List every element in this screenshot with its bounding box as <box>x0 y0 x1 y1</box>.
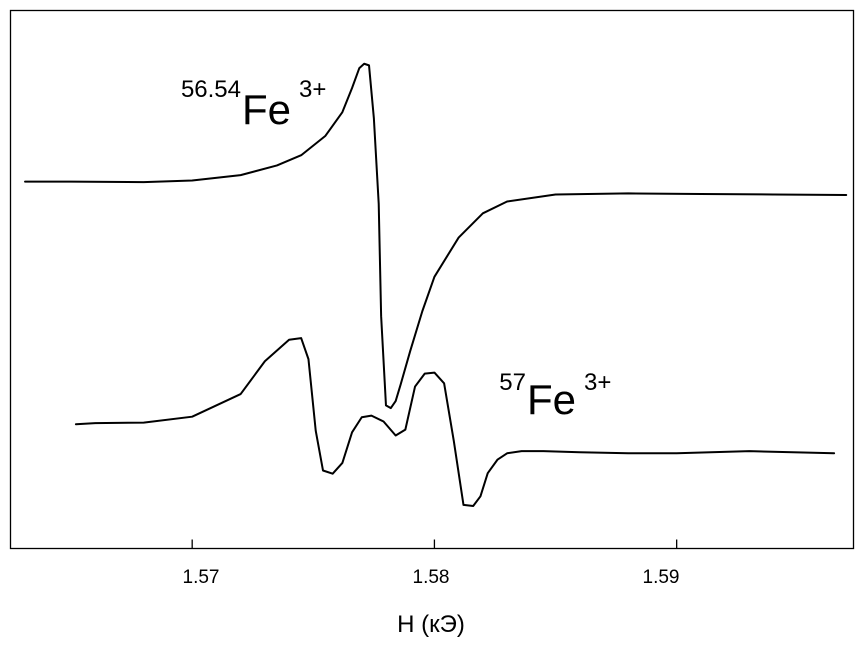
x-axis-ticks <box>191 539 678 549</box>
annotation-lower-charge: 3+ <box>584 369 611 396</box>
annotation-upper-isotope: 56.54 <box>181 76 241 103</box>
annotation-upper-charge: 3+ <box>299 76 326 103</box>
series-line-1 <box>24 62 848 410</box>
annotation-upper-element: Fe <box>242 86 291 133</box>
x-tick-label-1: 1.57 <box>183 567 220 588</box>
annotation-lower-isotope: 57 <box>499 369 526 396</box>
plot-area-frame <box>9 9 855 550</box>
x-tick-label-2: 1.58 <box>413 567 450 588</box>
annotation-lower-element: Fe <box>527 376 576 423</box>
annotation-fe-upper: 56.54 Fe 3+ <box>181 76 326 133</box>
series-layer <box>24 62 848 507</box>
x-axis-title: H (кЭ) <box>397 611 465 638</box>
annotation-fe-lower: 57 Fe 3+ <box>499 369 611 423</box>
series-line-2 <box>74 337 836 507</box>
x-tick-label-3: 1.59 <box>643 567 680 588</box>
